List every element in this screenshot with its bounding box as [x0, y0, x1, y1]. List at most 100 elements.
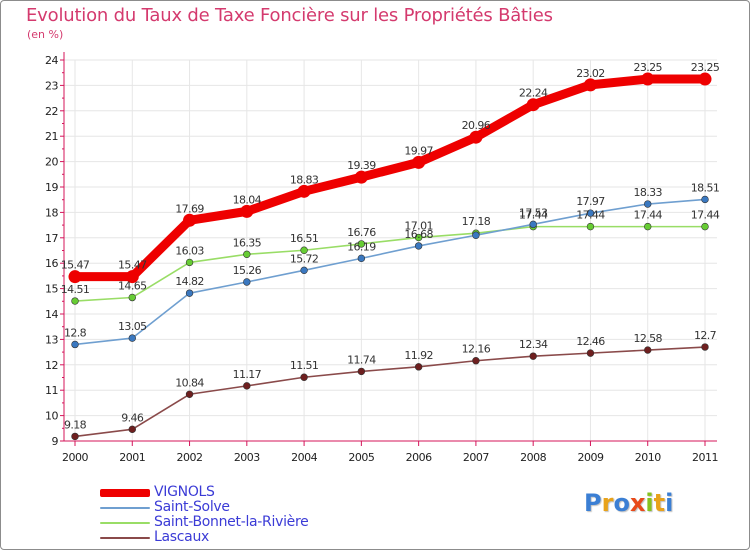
x-tick-label: 2011: [692, 451, 718, 464]
data-point-vignols: [526, 98, 540, 112]
data-label-saint-bonnet-la-rivi-re: 16.51: [290, 232, 319, 245]
logo-letter: x: [629, 489, 646, 517]
data-point-saint-bonnet-la-rivi-re: [414, 233, 423, 242]
legend-swatch-vignols: [100, 489, 150, 497]
y-tick-label: 22: [45, 105, 58, 118]
data-label-saint-bonnet-la-rivi-re: 17.44: [519, 209, 548, 222]
y-tick-label: 13: [45, 333, 58, 346]
data-point-saint-bonnet-la-rivi-re: [701, 222, 709, 231]
x-tick-label: 2007: [463, 451, 489, 464]
data-label-lascaux: 9.46: [121, 411, 144, 424]
data-point-saint-bonnet-la-rivi-re: [243, 250, 251, 259]
data-point-saint-solve: [357, 254, 366, 263]
data-point-saint-bonnet-la-rivi-re: [185, 258, 194, 267]
x-tick-label: 2002: [177, 451, 203, 464]
data-label-saint-bonnet-la-rivi-re: 17.44: [691, 209, 720, 222]
x-tick-label: 2008: [520, 451, 546, 464]
data-point-vignols: [125, 270, 139, 284]
data-point-lascaux: [243, 382, 251, 390]
data-label-vignols: 20.96: [462, 119, 491, 132]
data-label-saint-bonnet-la-rivi-re: 14.51: [61, 283, 90, 296]
data-point-saint-bonnet-la-rivi-re: [357, 240, 366, 248]
data-point-saint-bonnet-la-rivi-re: [586, 222, 595, 231]
data-label-saint-solve: 18.51: [691, 181, 720, 194]
y-tick-label: 20: [45, 156, 58, 169]
data-point-lascaux: [357, 367, 366, 376]
logo-letter: P: [584, 489, 602, 517]
data-point-saint-solve: [529, 220, 537, 229]
x-tick-label: 2003: [234, 451, 260, 464]
data-point-saint-solve: [185, 289, 194, 297]
data-label-vignols: 23.25: [691, 61, 720, 74]
data-point-vignols: [183, 213, 197, 227]
data-label-saint-solve: 15.72: [290, 252, 319, 265]
data-label-lascaux: 12.46: [576, 335, 605, 348]
y-tick-label: 11: [45, 384, 58, 397]
legend-swatch-saint-solve: [100, 507, 150, 509]
y-tick-label: 24: [45, 54, 58, 67]
data-point-lascaux: [414, 363, 423, 371]
data-label-saint-solve: 16.19: [347, 240, 376, 253]
y-tick-label: 10: [45, 410, 58, 423]
data-point-lascaux: [586, 349, 595, 357]
x-tick-label: 2000: [62, 451, 88, 464]
logo-letter: r: [601, 489, 614, 517]
data-point-lascaux: [128, 425, 136, 434]
data-point-lascaux: [300, 373, 308, 381]
legend-label: Saint-Bonnet-la-Rivière: [154, 514, 309, 530]
data-point-vignols: [698, 72, 712, 86]
data-label-saint-bonnet-la-rivi-re: 16.76: [347, 226, 376, 239]
data-point-vignols: [297, 184, 311, 198]
data-label-vignols: 19.39: [347, 159, 376, 172]
data-point-saint-solve: [472, 231, 480, 239]
x-tick-label: 2006: [406, 451, 432, 464]
data-label-saint-bonnet-la-rivi-re: 17.44: [576, 209, 605, 222]
data-label-saint-solve: 15.26: [233, 264, 262, 277]
data-label-saint-bonnet-la-rivi-re: 14.65: [118, 279, 147, 292]
logo-letter: i: [645, 489, 654, 517]
legend-label: VIGNOLS: [154, 484, 215, 500]
y-tick-label: 9: [52, 435, 59, 448]
x-tick-label: 2009: [577, 451, 603, 464]
data-point-saint-solve: [414, 242, 423, 250]
data-label-vignols: 19.97: [404, 144, 433, 157]
data-label-lascaux: 12.34: [519, 338, 548, 351]
data-point-saint-solve: [701, 195, 709, 204]
x-tick-label: 2010: [635, 451, 661, 464]
data-label-saint-bonnet-la-rivi-re: 17.01: [404, 220, 433, 233]
data-point-saint-solve: [71, 340, 79, 349]
x-tick-label: 2005: [348, 451, 374, 464]
logo-letter: o: [613, 489, 630, 517]
data-point-vignols: [240, 204, 254, 218]
data-point-saint-solve: [243, 278, 251, 286]
data-point-lascaux: [472, 357, 480, 365]
data-label-vignols: 15.47: [118, 259, 147, 272]
data-label-lascaux: 9.18: [64, 418, 87, 431]
data-point-vignols: [469, 130, 483, 144]
legend-swatch-saint-bonnet: [100, 522, 150, 524]
series-line-lascaux: [74, 346, 706, 438]
series-line-saint-solve: [74, 198, 706, 346]
data-point-saint-solve: [128, 334, 136, 342]
x-tick-label: 2001: [119, 451, 145, 464]
logo-letter: t: [653, 489, 666, 517]
chart-subtitle: (en %): [27, 28, 64, 41]
y-tick-label: 21: [45, 130, 58, 143]
y-tick-label: 17: [45, 232, 58, 245]
chart-title: Evolution du Taux de Taxe Foncière sur l…: [26, 5, 553, 26]
x-tick-label: 2004: [291, 451, 317, 464]
y-tick-label: 18: [45, 206, 58, 219]
data-label-lascaux: 12.58: [633, 332, 662, 345]
y-tick-label: 15: [45, 283, 58, 296]
data-point-lascaux: [529, 352, 537, 360]
data-label-saint-bonnet-la-rivi-re: 16.35: [233, 236, 262, 249]
data-label-saint-bonnet-la-rivi-re: 17.18: [462, 215, 491, 228]
data-label-vignols: 18.04: [233, 193, 262, 206]
logo-letter: i: [665, 489, 674, 517]
data-label-vignols: 22.24: [519, 87, 548, 100]
series-line-saint-bonnet-la-rivi-re: [74, 225, 705, 302]
data-point-saint-bonnet-la-rivi-re: [300, 246, 308, 254]
data-point-saint-bonnet-la-rivi-re: [71, 297, 79, 305]
data-label-vignols: 23.25: [633, 61, 662, 74]
